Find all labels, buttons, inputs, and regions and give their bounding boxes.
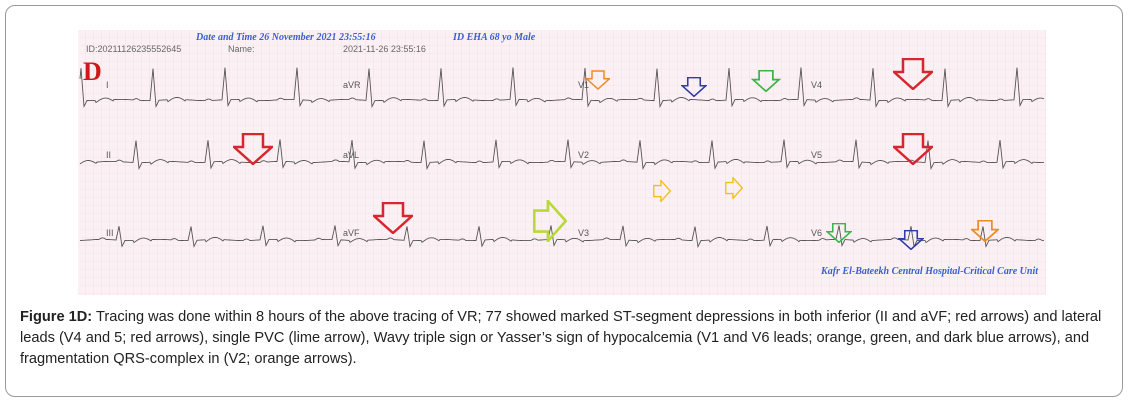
lead-label: V2 bbox=[578, 150, 589, 160]
record-id: ID:20211126235552645 bbox=[86, 44, 181, 54]
lead-label: III bbox=[106, 228, 114, 238]
lead-label: aVL bbox=[343, 150, 359, 160]
ecg-traces bbox=[79, 67, 1045, 249]
ecg-grid bbox=[78, 30, 1046, 295]
name-label: Name: bbox=[228, 44, 255, 54]
lead-label: V5 bbox=[811, 150, 822, 160]
lead-label: V3 bbox=[578, 228, 589, 238]
ecg-trace bbox=[79, 67, 1045, 109]
lead-label: aVF bbox=[343, 228, 360, 238]
ecg-trace bbox=[79, 225, 1045, 249]
timestamp: 2021-11-26 23:55:16 bbox=[343, 44, 426, 54]
lead-label: I bbox=[106, 80, 109, 90]
header-patient: ID EHA 68 yo Male bbox=[452, 32, 536, 43]
caption-label: Figure 1D: bbox=[20, 309, 93, 325]
ecg-trace bbox=[79, 139, 1044, 171]
lead-label: II bbox=[106, 150, 111, 160]
lead-label: aVR bbox=[343, 80, 361, 90]
footer: Kafr El-Bateekh Central Hospital-Critica… bbox=[820, 266, 1039, 277]
lead-label: V4 bbox=[811, 80, 822, 90]
caption: Figure 1D: Tracing was done within 8 hou… bbox=[20, 307, 1110, 370]
caption-text: Tracing was done within 8 hours of the a… bbox=[20, 309, 1102, 367]
lead-label: V6 bbox=[811, 228, 822, 238]
panel-label: D bbox=[83, 57, 102, 86]
header-datetime: Date and Time 26 November 2021 23:55:16 bbox=[195, 32, 376, 43]
ecg-image: Date and Time 26 November 2021 23:55:16 … bbox=[78, 30, 1046, 295]
lead-label: V1 bbox=[578, 80, 589, 90]
